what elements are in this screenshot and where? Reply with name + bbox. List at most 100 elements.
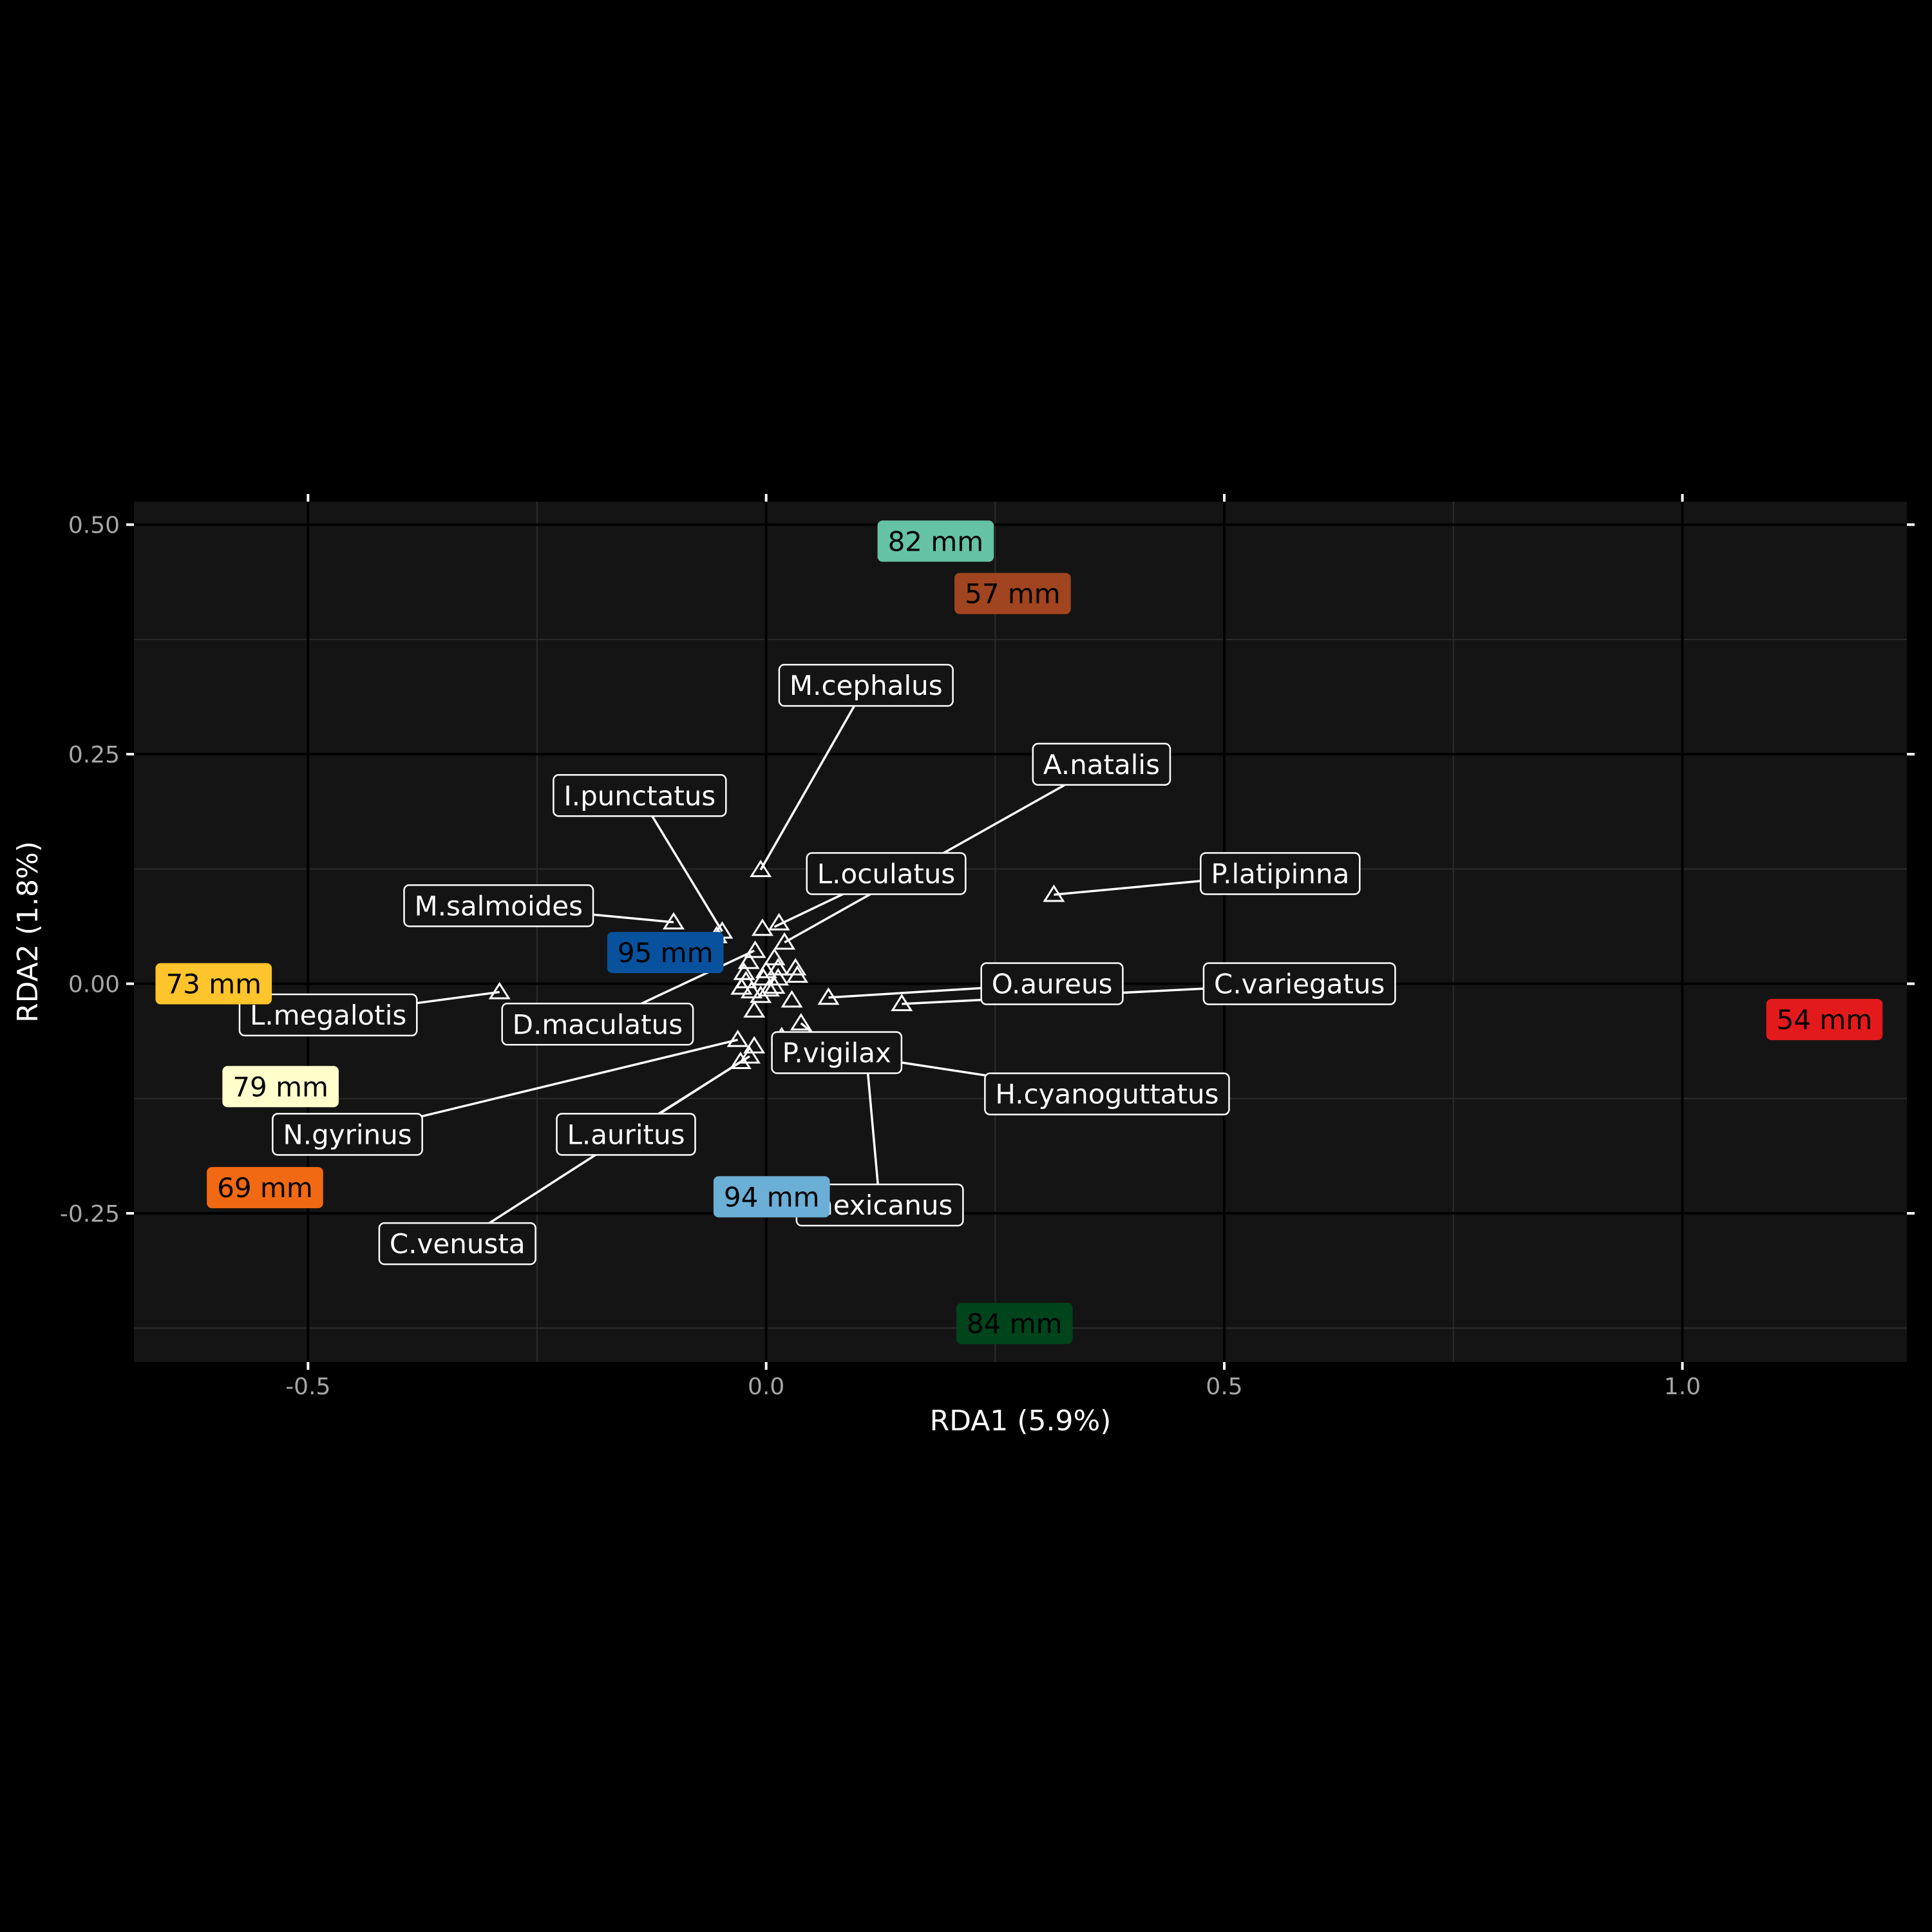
data-point (743, 1000, 766, 1018)
species-label-text: L.auritus (567, 1119, 685, 1150)
species-label: L.megalotis (238, 993, 418, 1037)
data-point (744, 940, 766, 958)
y-tick-label: 0.25 (68, 742, 120, 768)
species-label: H.cyanoguttatus (984, 1072, 1230, 1115)
data-point (750, 985, 772, 1003)
data-point (752, 968, 775, 986)
size-label: 69 mm (207, 1167, 323, 1209)
x-tick-label: -0.5 (285, 1374, 330, 1400)
axis-ticks (126, 494, 1915, 1370)
data-point (740, 981, 762, 999)
y-tick-label: -0.25 (60, 1201, 120, 1227)
y-tick-label: 0.00 (68, 972, 120, 998)
species-label: P.vigilax (771, 1031, 903, 1074)
species-label-text: L.megalotis (250, 999, 406, 1031)
species-label: N.gyrinus (272, 1113, 423, 1156)
size-label-box (607, 932, 724, 974)
size-label-text: 69 mm (217, 1172, 313, 1204)
data-point (763, 976, 786, 994)
species-label-box (238, 993, 418, 1037)
species-labels: M.cephalus I.punctatus A.natalis L.oculatus… (238, 663, 1396, 1265)
axis-tick-labels: -0.5 0.0 0.5 1.0 -0.25 0.00 0.25 0.50 (60, 513, 1701, 1400)
species-label-text: P.latipinna (1211, 858, 1349, 889)
species-label: P.latipinna (1200, 852, 1361, 895)
y-axis-title: RDA2 (1.8%) (12, 841, 44, 1023)
size-label-text: 84 mm (967, 1308, 1063, 1340)
species-label: I.punctatus (553, 774, 727, 817)
species-label-text: mexicanus (807, 1189, 953, 1221)
data-points (488, 859, 1065, 1070)
size-labels: 82 mm 57 mm 95 mm 73 mm 54 mm 79 mm 69 mm 94 mm… (155, 520, 1883, 1345)
x-tick-label: 1.0 (1664, 1374, 1701, 1400)
major-gridlines (134, 502, 1907, 1362)
species-label-text: D.maculatus (513, 1009, 683, 1040)
leader-line (638, 795, 723, 933)
species-label: L.oculatus (806, 852, 967, 895)
species-label-text: L.oculatus (817, 858, 956, 889)
size-label-box (956, 1303, 1073, 1345)
species-label-box (778, 663, 954, 707)
species-label-text: O.aureus (992, 969, 1113, 1000)
minor-gridlines (134, 502, 1907, 1362)
data-point (729, 1051, 752, 1070)
species-label-text: M.cephalus (790, 670, 943, 701)
data-point (891, 994, 913, 1012)
size-label-box (1766, 999, 1883, 1041)
species-label-box (553, 774, 727, 817)
data-point (784, 958, 807, 976)
data-point (726, 1029, 749, 1047)
species-label-box (1202, 962, 1396, 1005)
species-label-box (378, 1222, 536, 1265)
x-tick-label: 0.0 (748, 1374, 784, 1400)
species-label-box (1032, 743, 1171, 786)
size-label: 73 mm (155, 963, 272, 1005)
data-point (737, 951, 760, 969)
size-label: 94 mm (713, 1176, 830, 1218)
species-label-box (501, 1003, 694, 1046)
y-tick-label: 0.50 (68, 513, 120, 539)
size-label: 57 mm (954, 573, 1071, 614)
species-label-text: P.vigilax (782, 1037, 891, 1068)
data-point (1043, 884, 1065, 902)
species-label-box (771, 1031, 903, 1074)
data-point (730, 977, 753, 995)
data-point (662, 912, 685, 930)
species-label: D.maculatus (501, 1003, 694, 1046)
species-label-box (1200, 852, 1361, 895)
size-label-text: 73 mm (166, 969, 261, 1000)
x-tick-label: 0.5 (1206, 1374, 1242, 1400)
species-label: C.venusta (378, 1222, 536, 1265)
data-point (733, 962, 755, 980)
data-point (790, 1013, 812, 1031)
species-label-box (403, 884, 594, 927)
data-point (781, 990, 803, 1008)
size-label-text: 57 mm (965, 578, 1061, 610)
size-label-box (877, 520, 994, 562)
data-point (750, 859, 772, 878)
data-point (751, 918, 774, 936)
size-label: 95 mm (607, 932, 724, 974)
size-label-text: 82 mm (888, 526, 984, 557)
species-label: C.variegatus (1202, 962, 1396, 1005)
leader-line (759, 685, 867, 871)
size-label-box (155, 963, 272, 1005)
species-label-box (806, 852, 967, 895)
species-label: mexicanus (795, 1183, 964, 1227)
species-label-text: H.cyanoguttatus (995, 1079, 1218, 1110)
size-label-text: 79 mm (232, 1071, 328, 1103)
data-point (757, 979, 780, 997)
size-label-box (222, 1066, 339, 1108)
data-point (786, 965, 809, 983)
size-label: 82 mm (877, 520, 994, 562)
species-label-box (556, 1113, 696, 1156)
size-label: 54 mm (1766, 999, 1883, 1041)
x-axis-title: RDA1 (5.9%) (930, 1405, 1112, 1437)
size-label: 84 mm (956, 1303, 1073, 1345)
species-label-text: C.variegatus (1214, 969, 1385, 1000)
species-label: L.auritus (556, 1113, 696, 1156)
data-point (767, 958, 790, 976)
data-point (488, 981, 511, 999)
species-label: M.salmoides (403, 884, 594, 927)
data-point (817, 987, 840, 1005)
plot-panel (134, 502, 1907, 1362)
